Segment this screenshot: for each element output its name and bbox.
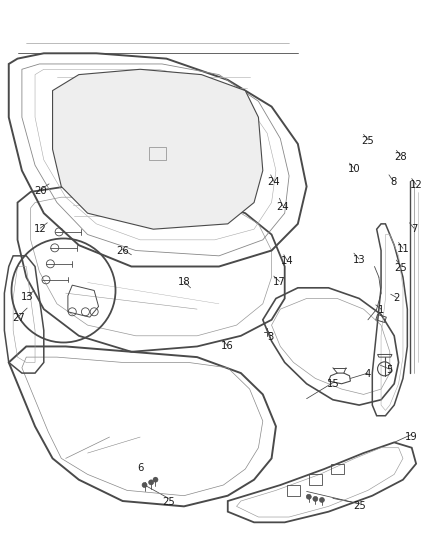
Text: 25: 25 bbox=[394, 263, 407, 272]
Text: 20: 20 bbox=[34, 186, 46, 196]
Text: 10: 10 bbox=[348, 165, 360, 174]
Circle shape bbox=[306, 494, 311, 499]
Text: 1: 1 bbox=[378, 305, 384, 315]
Text: 13: 13 bbox=[21, 293, 33, 302]
Text: 3: 3 bbox=[268, 332, 274, 342]
Circle shape bbox=[313, 496, 318, 502]
Circle shape bbox=[142, 482, 147, 488]
Text: 16: 16 bbox=[220, 342, 233, 351]
Text: 24: 24 bbox=[268, 177, 280, 187]
Text: 24: 24 bbox=[276, 202, 289, 212]
Text: 6: 6 bbox=[137, 463, 143, 473]
Text: 25: 25 bbox=[162, 497, 175, 507]
Text: 18: 18 bbox=[178, 278, 190, 287]
Text: 25: 25 bbox=[361, 136, 374, 146]
Text: 14: 14 bbox=[281, 256, 293, 266]
Text: 12: 12 bbox=[34, 224, 47, 234]
Circle shape bbox=[319, 497, 325, 503]
Circle shape bbox=[148, 480, 154, 485]
Text: 13: 13 bbox=[353, 255, 365, 265]
Text: 4: 4 bbox=[365, 369, 371, 379]
Text: 8: 8 bbox=[390, 177, 396, 187]
Text: 15: 15 bbox=[326, 379, 339, 389]
Text: 17: 17 bbox=[273, 278, 286, 287]
Text: 19: 19 bbox=[405, 432, 418, 442]
Text: 26: 26 bbox=[116, 246, 129, 255]
Polygon shape bbox=[53, 69, 263, 229]
Text: 11: 11 bbox=[396, 245, 410, 254]
Text: 2: 2 bbox=[393, 294, 399, 303]
Text: 27: 27 bbox=[12, 313, 25, 322]
Text: 28: 28 bbox=[395, 152, 407, 162]
Text: 12: 12 bbox=[410, 181, 423, 190]
Text: 5: 5 bbox=[386, 366, 392, 375]
Text: 25: 25 bbox=[353, 502, 366, 511]
Text: 7: 7 bbox=[411, 224, 417, 234]
Circle shape bbox=[153, 477, 158, 482]
